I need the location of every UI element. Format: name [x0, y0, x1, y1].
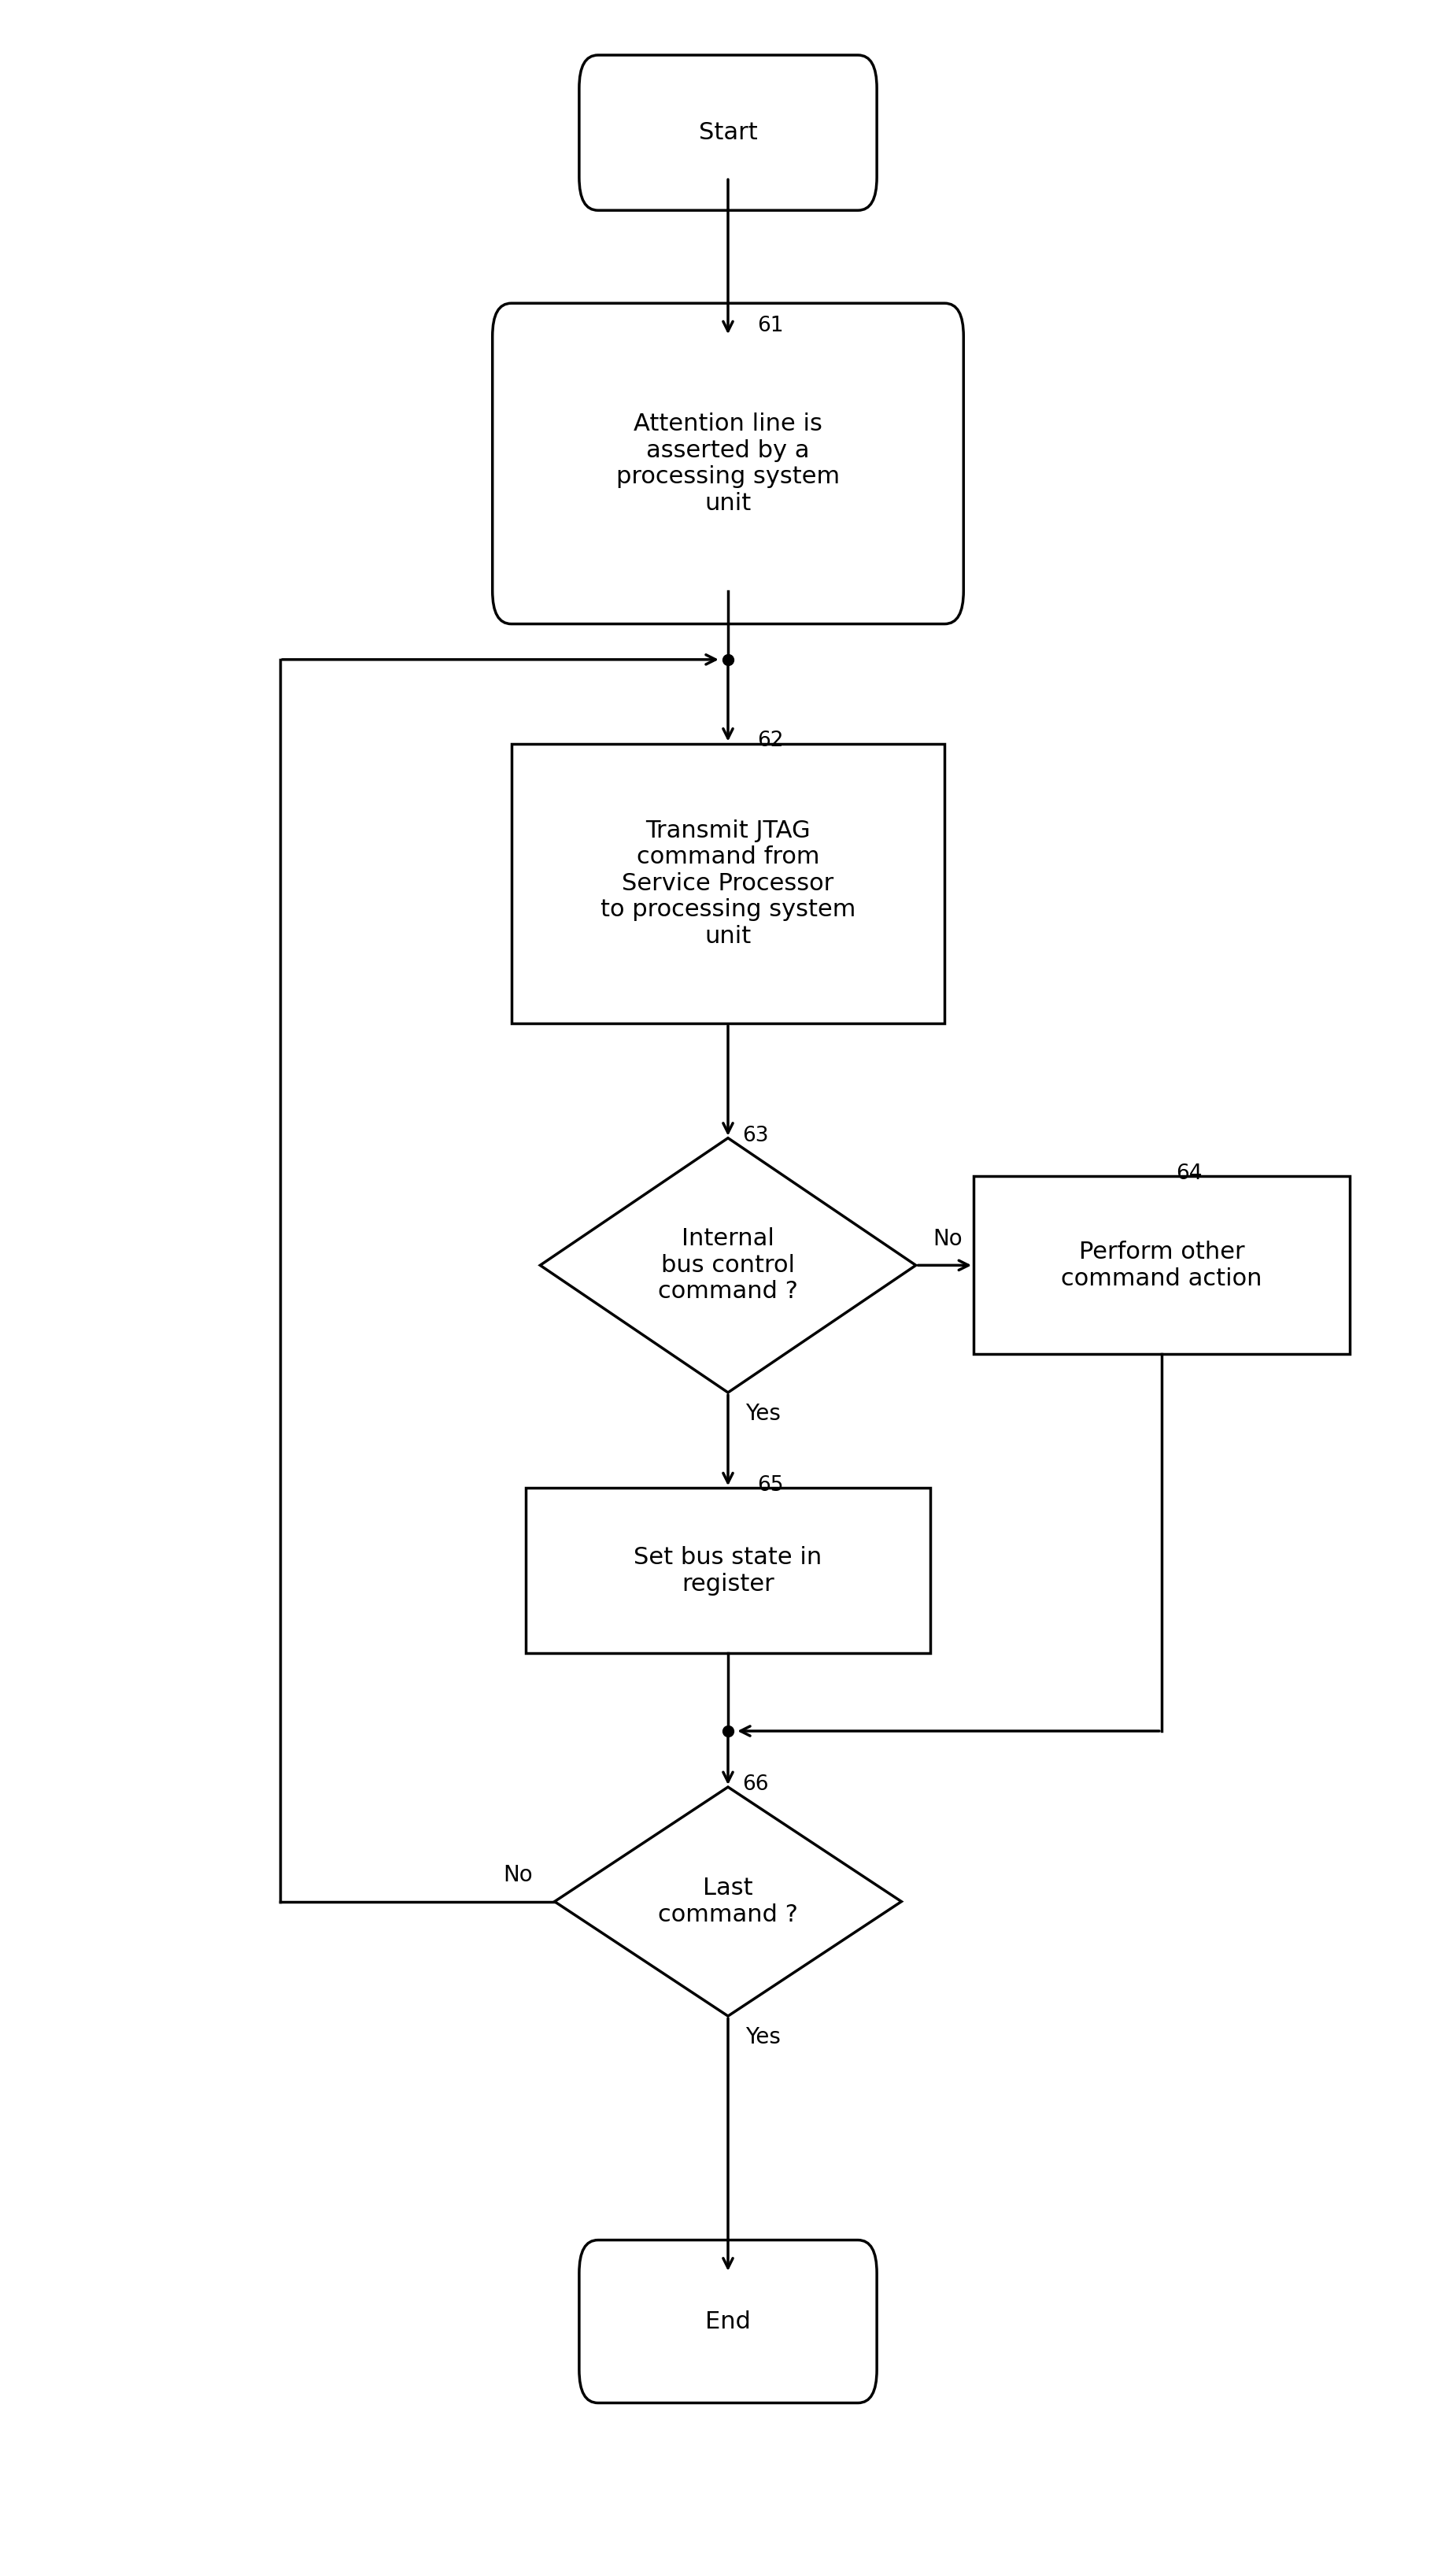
Text: 63: 63 [743, 1125, 769, 1145]
Text: 61: 61 [757, 317, 783, 337]
Text: Yes: Yes [745, 2027, 780, 2047]
Polygon shape [555, 1787, 901, 2017]
Bar [511, 744, 945, 1022]
FancyBboxPatch shape [492, 304, 964, 624]
Text: End: End [705, 2311, 751, 2334]
Bar [974, 1176, 1350, 1355]
Text: 64: 64 [1176, 1163, 1203, 1183]
Text: 62: 62 [757, 731, 783, 751]
FancyBboxPatch shape [579, 2239, 877, 2403]
Text: Attention line is
asserted by a
processing system
unit: Attention line is asserted by a processi… [616, 412, 840, 514]
Polygon shape [540, 1137, 916, 1393]
Text: No: No [504, 1863, 533, 1886]
FancyBboxPatch shape [579, 56, 877, 210]
Text: Yes: Yes [745, 1403, 780, 1424]
Text: Last
command ?: Last command ? [658, 1876, 798, 1927]
Bar [526, 1488, 930, 1654]
Text: 66: 66 [743, 1774, 769, 1794]
Text: 65: 65 [757, 1475, 783, 1495]
Text: No: No [933, 1227, 962, 1250]
Text: Set bus state in
register: Set bus state in register [633, 1546, 823, 1595]
Text: Perform other
command action: Perform other command action [1061, 1240, 1262, 1291]
Text: Transmit JTAG
command from
Service Processor
to processing system
unit: Transmit JTAG command from Service Proce… [600, 820, 856, 948]
Text: Start: Start [699, 120, 757, 143]
Text: Internal
bus control
command ?: Internal bus control command ? [658, 1227, 798, 1304]
